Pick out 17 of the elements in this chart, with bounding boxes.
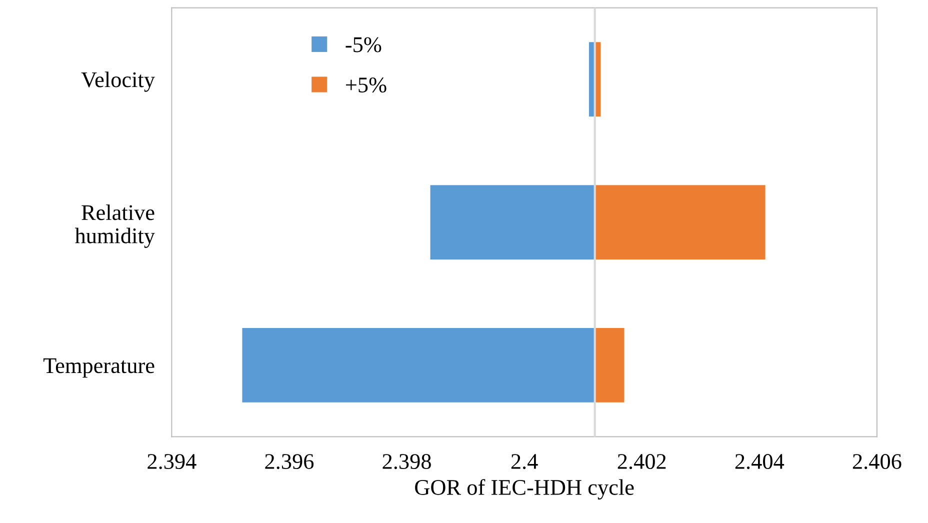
bar bbox=[430, 185, 595, 260]
x-axis-title: GOR of IEC-HDH cycle bbox=[415, 479, 634, 500]
x-tick-label: 2.398 bbox=[382, 454, 431, 470]
x-tick-label: 2.402 bbox=[618, 454, 666, 470]
bar bbox=[594, 185, 766, 260]
legend-label: -5% bbox=[346, 37, 382, 52]
y-tick-label: Relative humidity bbox=[74, 204, 155, 248]
bar bbox=[594, 328, 624, 402]
y-tick-label: Velocity bbox=[81, 72, 155, 92]
legend-label: +5% bbox=[346, 77, 386, 93]
x-tick-label: 2.394 bbox=[148, 454, 196, 470]
x-tick-label: 2.404 bbox=[735, 454, 784, 470]
x-tick-label: 2.4 bbox=[511, 454, 538, 470]
x-tick-label: 2.406 bbox=[852, 454, 902, 470]
bar bbox=[242, 328, 595, 402]
y-tick-label: Temperature bbox=[43, 358, 154, 378]
x-tick-label: 2.396 bbox=[265, 454, 314, 470]
